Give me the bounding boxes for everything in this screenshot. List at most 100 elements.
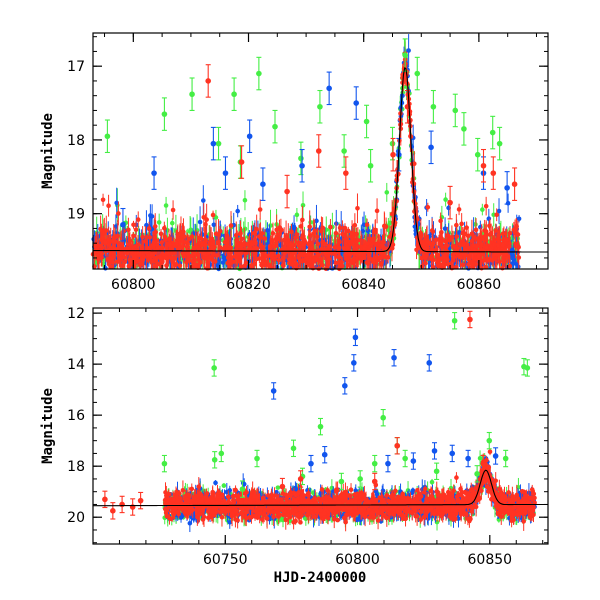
- data-point: [291, 224, 297, 230]
- data-point: [355, 205, 360, 211]
- data-point: [317, 103, 323, 110]
- data-point: [176, 236, 181, 241]
- data-point: [463, 253, 468, 258]
- data-point: [235, 208, 240, 214]
- data-point: [306, 241, 311, 247]
- data-point: [483, 203, 489, 209]
- data-point: [187, 257, 192, 263]
- data-point: [454, 234, 460, 239]
- data-point: [511, 253, 516, 259]
- data-point: [492, 242, 497, 248]
- data-point: [198, 236, 204, 242]
- data-point: [300, 217, 305, 223]
- data-point: [320, 225, 325, 231]
- data-point: [344, 239, 349, 245]
- data-point: [127, 242, 132, 247]
- data-point: [372, 229, 378, 235]
- data-point: [287, 260, 292, 266]
- data-point: [477, 455, 483, 461]
- data-point: [312, 228, 317, 234]
- data-point: [148, 213, 153, 218]
- data-point: [197, 219, 203, 225]
- data-point: [380, 242, 385, 248]
- data-point: [275, 485, 281, 490]
- data-point: [505, 200, 511, 206]
- data-point: [479, 265, 484, 271]
- data-point: [494, 212, 499, 218]
- data-point: [272, 123, 278, 130]
- data-point: [392, 208, 397, 213]
- data-point: [260, 260, 266, 266]
- data-point: [163, 203, 169, 208]
- data-point: [470, 261, 475, 266]
- data-point: [169, 220, 175, 226]
- data-point: [118, 256, 123, 261]
- data-point: [315, 241, 321, 247]
- data-point: [438, 218, 443, 224]
- data-point: [256, 70, 262, 77]
- data-point: [151, 240, 157, 245]
- data-point: [504, 185, 510, 191]
- data-point: [461, 242, 466, 248]
- data-point: [215, 263, 220, 268]
- data-point: [146, 226, 152, 231]
- data-point: [269, 238, 275, 243]
- data-point: [204, 217, 209, 222]
- data-point: [110, 259, 116, 265]
- top-scatter-layer: [90, 34, 522, 272]
- data-point: [181, 250, 186, 256]
- data-point: [500, 265, 505, 271]
- data-point: [387, 220, 393, 226]
- data-point: [114, 200, 119, 206]
- data-point: [210, 140, 217, 147]
- data-point: [122, 259, 128, 265]
- top-y-axis-label: Magnitude: [40, 113, 56, 189]
- data-point: [428, 144, 434, 151]
- data-point: [184, 244, 190, 250]
- data-point: [269, 254, 275, 260]
- data-point: [140, 234, 145, 240]
- data-point: [106, 203, 111, 209]
- x-tick-label: 60820: [226, 277, 271, 293]
- data-point: [461, 126, 467, 132]
- data-point: [217, 245, 223, 250]
- data-point: [341, 148, 347, 154]
- data-point: [104, 133, 111, 140]
- data-point: [513, 225, 519, 230]
- data-point: [370, 238, 375, 243]
- data-point: [451, 255, 456, 260]
- data-point: [135, 242, 141, 247]
- data-point: [299, 162, 305, 169]
- data-point: [222, 239, 228, 245]
- data-point: [228, 223, 234, 228]
- data-point: [473, 222, 478, 227]
- data-point: [160, 259, 165, 265]
- data-point: [242, 197, 248, 203]
- data-point: [327, 244, 332, 249]
- data-point: [242, 226, 248, 232]
- data-point: [444, 243, 450, 249]
- data-point: [237, 259, 242, 264]
- data-point: [315, 148, 322, 154]
- data-point: [447, 199, 453, 206]
- data-point: [414, 247, 419, 253]
- data-point: [516, 255, 522, 260]
- data-point: [435, 252, 441, 258]
- data-point: [288, 242, 293, 248]
- data-point: [382, 223, 387, 229]
- data-point: [278, 228, 284, 233]
- data-point: [274, 227, 279, 233]
- data-point: [216, 257, 222, 262]
- top-panel: 17 18 19 60800 60820 60840 60860 Magnitude: [40, 32, 549, 293]
- data-point: [480, 162, 487, 169]
- data-point: [484, 245, 489, 250]
- data-point: [354, 231, 359, 237]
- x-tick-label: 60800: [111, 277, 156, 293]
- data-point: [116, 211, 121, 216]
- data-point: [473, 227, 479, 233]
- data-point: [128, 261, 134, 266]
- data-point: [210, 245, 215, 251]
- data-point: [133, 227, 139, 232]
- data-point: [496, 140, 503, 147]
- data-point: [406, 48, 411, 53]
